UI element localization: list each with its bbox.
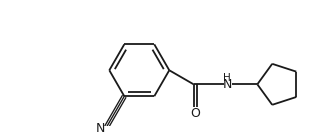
- Text: N: N: [95, 122, 105, 135]
- Text: H: H: [223, 73, 231, 83]
- Text: N: N: [223, 78, 232, 91]
- Text: O: O: [190, 107, 200, 120]
